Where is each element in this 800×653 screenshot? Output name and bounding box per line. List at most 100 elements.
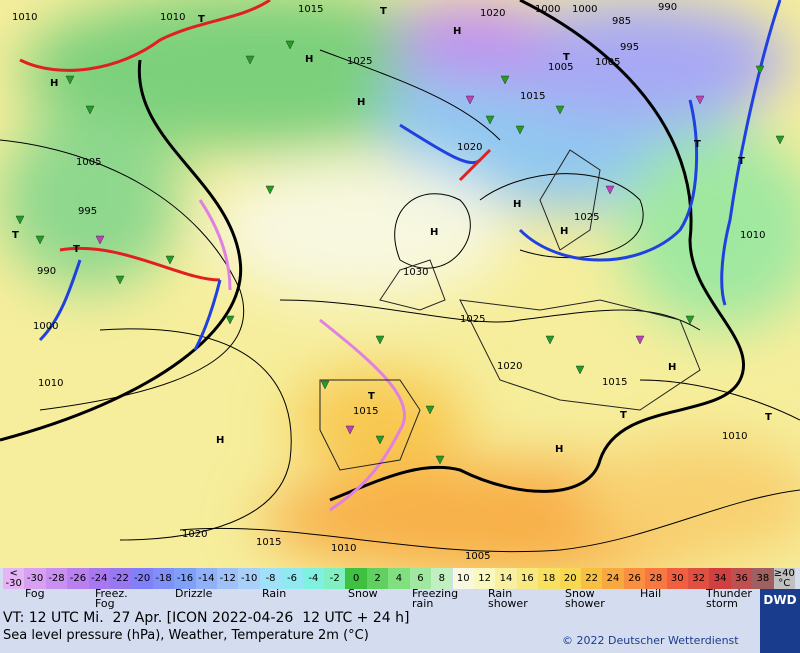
- legend-item: Snow shower: [565, 587, 605, 610]
- legend-item: Hail: [640, 587, 662, 600]
- isobar-label: 990: [37, 266, 56, 277]
- isobar-label: 1015: [602, 377, 627, 388]
- colorbar-cell: -8: [259, 568, 282, 589]
- isobar-label: 1025: [574, 212, 599, 223]
- legend-item: Freezing rain: [412, 587, 459, 610]
- colorbar-cell: -2: [324, 568, 346, 589]
- pressure-center: H: [453, 26, 461, 37]
- pressure-center: T: [368, 391, 375, 402]
- legend-item: Rain shower: [488, 587, 528, 610]
- pressure-center: T: [198, 14, 205, 25]
- pressure-center: T: [620, 410, 627, 421]
- weather-symbol: [485, 115, 495, 125]
- isobar-label: 1015: [353, 406, 378, 417]
- pressure-center: H: [216, 435, 224, 446]
- isobar-label: 1010: [12, 12, 37, 23]
- colorbar-cell: 10: [452, 568, 474, 589]
- isobar-label: 1025: [460, 314, 485, 325]
- weather-symbol: [65, 75, 75, 85]
- colorbar-cell: 14: [495, 568, 517, 589]
- colorbar-cell: 22: [580, 568, 603, 589]
- colorbar-cell: -10: [238, 568, 260, 589]
- colorbar-cell: ≥40 °C: [773, 567, 795, 589]
- colorbar-cell: -18: [152, 568, 175, 589]
- weather-symbol: [685, 315, 695, 325]
- isobar-label: 1015: [520, 91, 545, 102]
- colorbar-cell: 36: [730, 568, 753, 589]
- colorbar-cell: 32: [687, 568, 710, 589]
- pressure-center: H: [50, 78, 58, 89]
- colorbar-cell: -6: [281, 568, 303, 589]
- colorbar-cell: 18: [538, 568, 560, 589]
- pressure-center: T: [563, 52, 570, 63]
- isobar-label: 1025: [347, 56, 372, 67]
- weather-symbol: [165, 255, 175, 265]
- colorbar-cell: 12: [473, 568, 496, 589]
- pressure-center: H: [305, 54, 313, 65]
- colorbar-cell: -14: [195, 568, 218, 589]
- isobar-label: 1020: [182, 529, 207, 540]
- pressure-center: H: [555, 444, 563, 455]
- weather-symbol: [95, 235, 105, 245]
- pressure-center: T: [738, 156, 745, 167]
- isobar-label: 1030: [403, 267, 428, 278]
- weather-symbol: [115, 275, 125, 285]
- legend-item: Thunder storm: [706, 587, 752, 610]
- pressure-center: H: [668, 362, 676, 373]
- colorbar-cell: 6: [409, 568, 432, 589]
- isobar-label: 1005: [548, 62, 573, 73]
- weather-symbol: [555, 105, 565, 115]
- weather-symbol: [265, 185, 275, 195]
- weather-symbol: [605, 185, 615, 195]
- legend-item: Drizzle: [175, 587, 213, 600]
- weather-symbol: [545, 335, 555, 345]
- colorbar-cell: -4: [302, 568, 325, 589]
- isobar-label: 1005: [595, 57, 620, 68]
- isobar-label: 1015: [298, 4, 323, 15]
- colorbar-cell: 28: [645, 568, 667, 589]
- colorbar-cell: -30: [24, 568, 46, 589]
- colorbar-cell: 38: [752, 568, 774, 589]
- weather-symbol: [500, 75, 510, 85]
- copyright: © 2022 Deutscher Wetterdienst: [562, 634, 739, 647]
- colorbar-cell: -26: [67, 568, 89, 589]
- isobar-label: 1010: [160, 12, 185, 23]
- isobar-label: 1020: [480, 8, 505, 19]
- weather-symbol: [85, 105, 95, 115]
- weather-symbol: [635, 335, 645, 345]
- legend-item: Freez. Fog: [95, 587, 128, 610]
- isobar-label: 1010: [38, 378, 63, 389]
- colorbar-cell: 26: [623, 568, 646, 589]
- isobar-label: 1020: [457, 142, 482, 153]
- colorbar-cell: -16: [174, 568, 196, 589]
- colorbar-cell: -22: [110, 568, 132, 589]
- weather-symbol: [375, 335, 385, 345]
- legend-item: Snow: [348, 587, 378, 600]
- isobar-label: 1010: [331, 543, 356, 554]
- colorbar-cell: 34: [709, 568, 731, 589]
- colorbar-cell: 30: [666, 568, 688, 589]
- colorbar-cell: 0: [345, 568, 367, 589]
- isobar-label: 1010: [722, 431, 747, 442]
- weather-symbol: [755, 65, 765, 75]
- colorbar-cell: 4: [388, 568, 410, 589]
- weather-symbol: [375, 435, 385, 445]
- subtitle: Sea level pressure (hPa), Weather, Tempe…: [3, 628, 369, 643]
- weather-symbol: [465, 95, 475, 105]
- isobar-label: 985: [612, 16, 631, 27]
- weather-symbol: [320, 380, 330, 390]
- isobar-label: 1015: [256, 537, 281, 548]
- pressure-center: H: [513, 199, 521, 210]
- weather-symbol: [425, 405, 435, 415]
- weather-symbol: [435, 455, 445, 465]
- colorbar-cell: -28: [45, 568, 68, 589]
- isobar-label: 1000: [572, 4, 597, 15]
- isobar-label: 1000: [535, 4, 560, 15]
- weather-symbol: [515, 125, 525, 135]
- colorbar-cell: 20: [559, 568, 581, 589]
- isobar-label: 1020: [497, 361, 522, 372]
- weather-symbol: [695, 95, 705, 105]
- colorbar-cell: 8: [431, 568, 453, 589]
- weather-symbol: [285, 40, 295, 50]
